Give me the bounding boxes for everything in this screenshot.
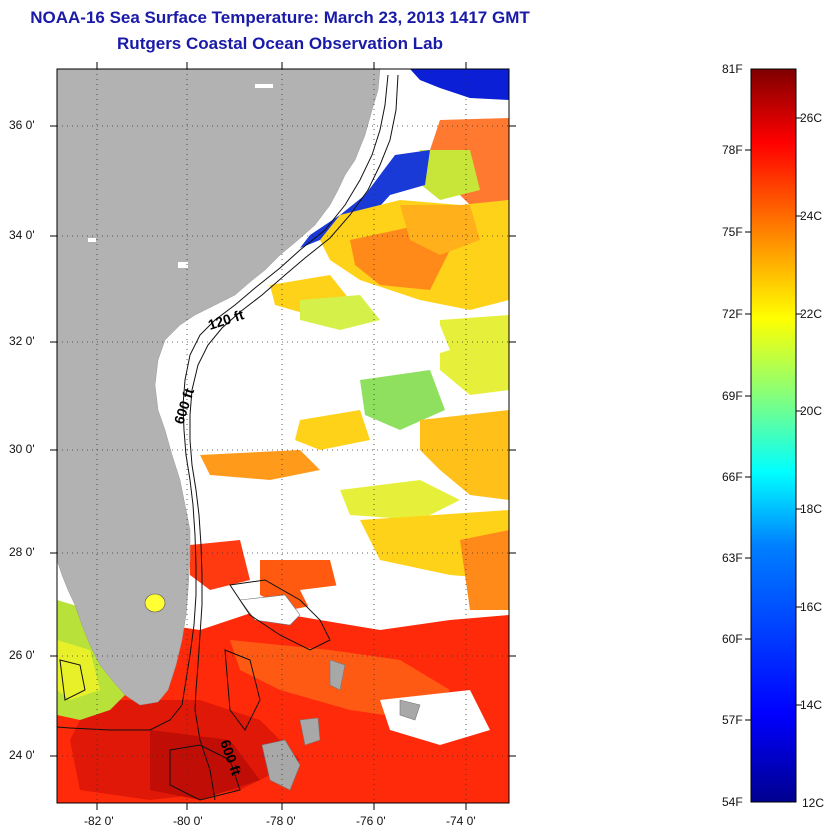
colorbar-label-26c: 26C [800, 111, 823, 125]
lon-label-82: -82 0' [84, 814, 114, 828]
colorbar-label-78f: 78F [722, 143, 743, 157]
colorbar-label-18c: 18C [800, 502, 823, 516]
land-mass [57, 69, 381, 706]
colorbar-label-20c: 20C [800, 404, 823, 418]
colorbar-label-72f: 72F [722, 307, 743, 321]
lon-label-74: -74 0' [446, 814, 476, 828]
colorbar-label-22c: 22C [800, 307, 823, 321]
inland-lakes [88, 84, 273, 268]
bathymetry-contours [57, 74, 399, 801]
colorbar-label-66f: 66F [722, 470, 743, 484]
lon-label-80: -80 0' [173, 814, 203, 828]
colorbar-label-14c: 14C [800, 698, 823, 712]
colorbar-label-69f: 69F [722, 389, 743, 403]
colorbar-label-75f: 75F [722, 225, 743, 239]
map-title: NOAA-16 Sea Surface Temperature: March 2… [30, 8, 530, 27]
lon-label-78: -78 0' [266, 814, 296, 828]
colorbar [750, 68, 797, 803]
lat-label-34: 34 0' [9, 228, 35, 242]
lat-label-30: 30 0' [9, 442, 35, 456]
lake-okeechobee [144, 593, 166, 613]
lat-label-26: 26 0' [9, 648, 35, 662]
colorbar-label-60f: 60F [722, 632, 743, 646]
colorbar-ticks [745, 117, 802, 721]
axis-ticks [50, 62, 516, 810]
bahamas-islands [239, 594, 421, 791]
lat-label-36: 36 0' [9, 118, 35, 132]
colorbar-label-16c: 16C [800, 600, 823, 614]
colorbar-label-24c: 24C [800, 209, 823, 223]
lat-label-28: 28 0' [9, 545, 35, 559]
lon-label-76: -76 0' [356, 814, 386, 828]
colorbar-label-57f: 57F [722, 713, 743, 727]
sst-patches [57, 69, 509, 803]
lat-label-32: 32 0' [9, 334, 35, 348]
lat-label-24: 24 0' [9, 748, 35, 762]
colorbar-label-54f: 54F [722, 795, 743, 809]
lat-lon-grid [57, 69, 509, 803]
map-frame [56, 68, 510, 804]
colorbar-label-12c: 12C [802, 796, 825, 810]
colorbar-label-81f: 81F [722, 62, 743, 76]
colorbar-label-63f: 63F [722, 551, 743, 565]
map-subtitle: Rutgers Coastal Ocean Observation Lab [117, 34, 443, 53]
